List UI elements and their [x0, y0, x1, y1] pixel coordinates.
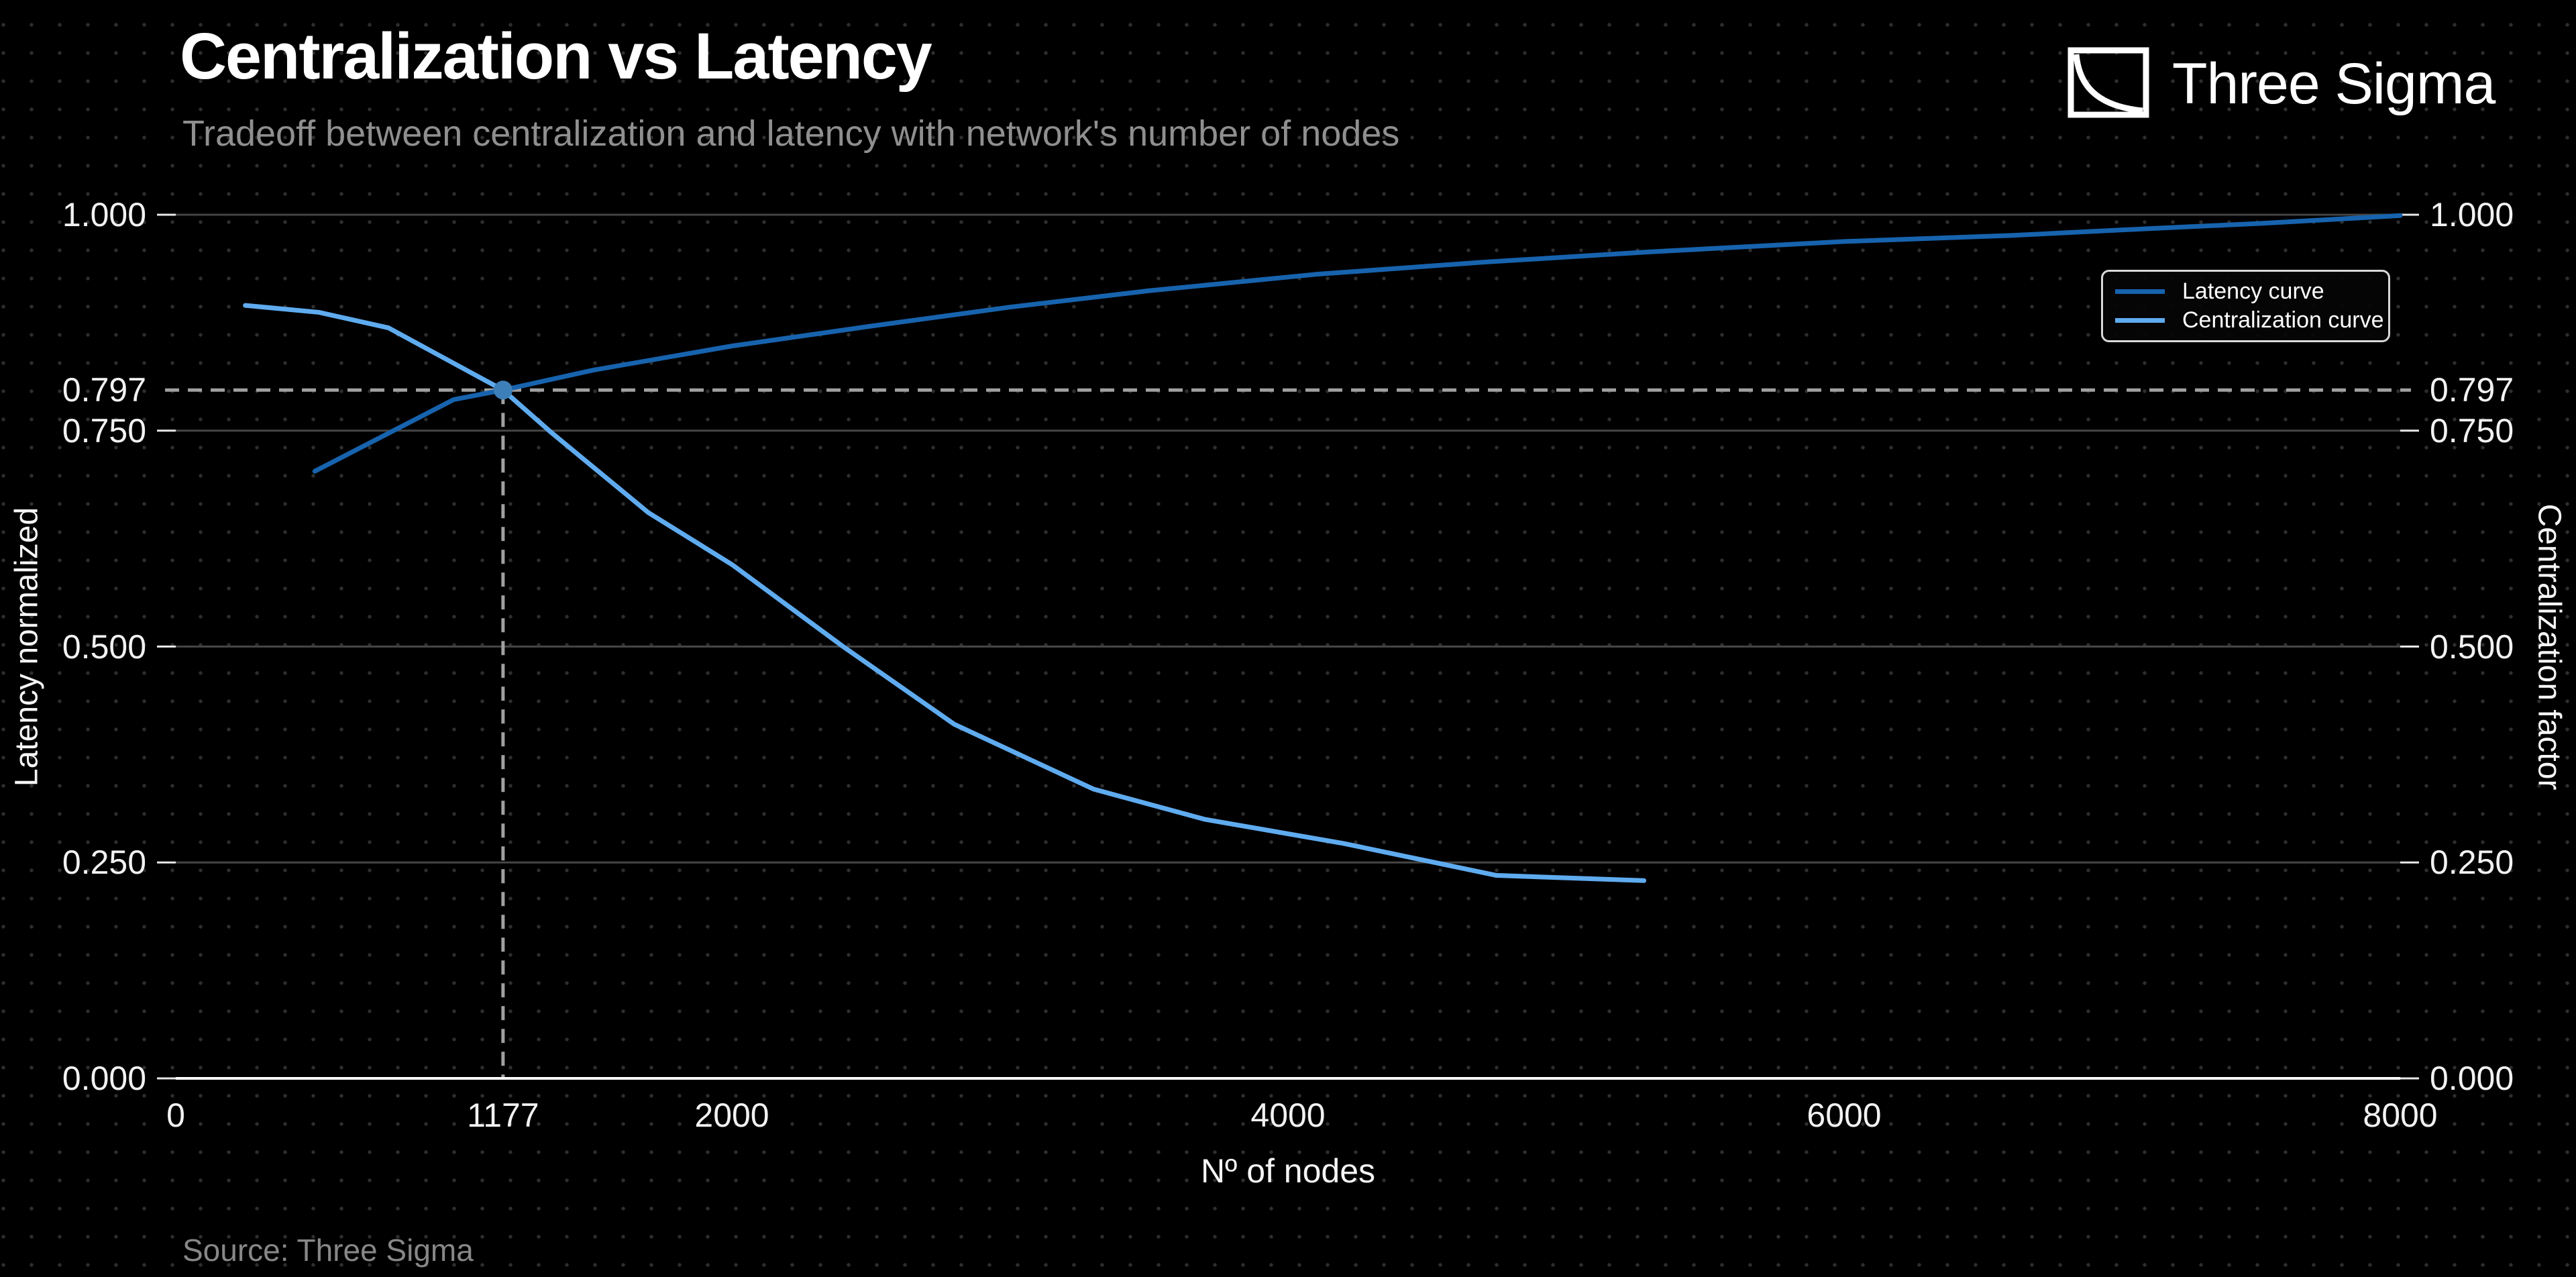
page-subtitle: Tradeoff between centralization and late…: [182, 113, 1400, 154]
y-tick-label-left: 0.250: [62, 844, 146, 882]
x-tick-label: 0: [166, 1096, 185, 1134]
legend-item: Latency curve: [2115, 278, 2376, 305]
centralization-curve: [243, 303, 1647, 883]
y-tick-label-left: 1.000: [62, 196, 146, 234]
y-tick-label-left: 0.797: [62, 371, 146, 409]
y-tick-label-left: 0.500: [62, 627, 146, 666]
y-tick-label-right: 0.797: [2430, 371, 2514, 409]
x-axis-title: Nº of nodes: [1200, 1152, 1376, 1190]
brand: Three Sigma: [2068, 47, 2496, 121]
x-tick-label: 1177: [467, 1096, 539, 1134]
y-axis-title-right: Centralization factor: [2531, 503, 2567, 790]
y-tick-label-right: 0.750: [2430, 411, 2514, 450]
y-tick-label-right: 0.500: [2430, 627, 2514, 666]
latency-curve: [312, 213, 2403, 474]
legend-line-swatch: [2115, 289, 2165, 294]
y-tick-label-right: 0.000: [2430, 1060, 2514, 1097]
legend-label: Latency curve: [2182, 278, 2324, 304]
legend: Latency curve Centralization curve: [2101, 270, 2390, 342]
y-tick-label-right: 0.250: [2430, 844, 2514, 882]
x-tick-label: 4000: [1250, 1096, 1326, 1134]
x-tick-label: 6000: [1807, 1096, 1882, 1134]
legend-line-swatch: [2115, 318, 2165, 323]
y-tick-label-right: 1.000: [2430, 196, 2514, 234]
x-tick-label: 2000: [694, 1096, 769, 1134]
legend-label: Centralization curve: [2182, 307, 2384, 333]
x-tick-label: 8000: [2363, 1096, 2438, 1134]
y-axis-title-left: Latency normalized: [9, 507, 45, 786]
highlight-dot: [493, 380, 513, 400]
source-note: Source: Three Sigma: [182, 1233, 474, 1268]
page-title: Centralization vs Latency: [180, 19, 932, 93]
brand-name: Three Sigma: [2172, 52, 2496, 116]
y-tick-label-left: 0.750: [62, 411, 146, 450]
three-sigma-logo-icon: [2068, 47, 2149, 121]
y-tick-label-left: 0.000: [62, 1060, 146, 1097]
legend-item: Centralization curve: [2115, 307, 2383, 334]
